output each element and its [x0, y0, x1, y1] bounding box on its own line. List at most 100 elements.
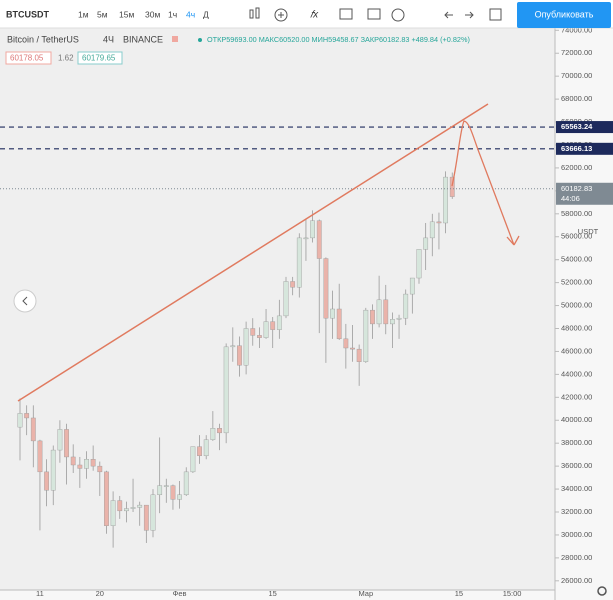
- y-tick-label: 56000.00: [561, 232, 592, 241]
- value: 60179.65: [82, 54, 116, 63]
- plot-background: [0, 28, 555, 590]
- candle-body: [197, 446, 202, 457]
- interval-button[interactable]: 1ч: [168, 9, 177, 19]
- candle-body: [270, 321, 276, 330]
- candle-body: [77, 464, 83, 469]
- icon-replay[interactable]: [391, 8, 405, 22]
- settings-icon[interactable]: [597, 586, 607, 596]
- publish-button[interactable]: [517, 2, 611, 28]
- candle-body: [370, 309, 375, 325]
- icon-alert[interactable]: [367, 8, 381, 20]
- value-box: [77, 51, 123, 65]
- candle-body: [363, 309, 369, 362]
- candle-body: [336, 308, 342, 340]
- candle-body: [90, 459, 96, 467]
- candle-body: [97, 465, 103, 473]
- ohlc-values: ОТКР59693.00 МАКС60520.00 МИН59458.67 ЗА…: [207, 35, 470, 44]
- icon-layout[interactable]: [489, 8, 502, 21]
- value-box: [5, 51, 52, 65]
- interval-button[interactable]: Д: [203, 9, 209, 19]
- candle-body: [170, 485, 176, 500]
- y-tick-label: 48000.00: [561, 323, 592, 332]
- candle-body: [84, 459, 89, 469]
- y-tick-label: 62000.00: [561, 163, 592, 172]
- candle-body: [24, 413, 30, 419]
- candle-body: [70, 456, 76, 466]
- icon-fx[interactable]: 𝑓x: [310, 10, 319, 21]
- chevron: [22, 296, 28, 306]
- x-tick-label: Мар: [358, 589, 373, 598]
- candle-body: [203, 439, 209, 457]
- icon-candles[interactable]: [255, 7, 260, 19]
- y-tick-label: 72000.00: [561, 48, 592, 57]
- candle-body: [210, 428, 216, 440]
- icon-candles[interactable]: [249, 9, 254, 19]
- candle-body: [350, 347, 355, 350]
- candle-body: [429, 221, 435, 239]
- candle-body: [403, 293, 409, 319]
- interval-button[interactable]: 5м: [97, 9, 108, 19]
- icon-redo[interactable]: [465, 11, 474, 19]
- y-tick-label: 44000.00: [561, 369, 592, 378]
- candle-body: [177, 494, 182, 500]
- candle-body: [37, 440, 43, 473]
- instrument-name: Bitcoin / TetherUS: [7, 34, 79, 44]
- candle-body: [50, 449, 56, 491]
- candle-body: [416, 249, 422, 279]
- symbol[interactable]: BTCUSDT: [6, 9, 49, 19]
- candle-body: [283, 281, 289, 317]
- interval-button[interactable]: 4ч: [186, 9, 195, 19]
- interval-button[interactable]: 15м: [119, 9, 134, 19]
- status-dot: [198, 38, 202, 42]
- x-tick-label: 15: [269, 589, 277, 598]
- scroll-back-button[interactable]: [13, 289, 37, 313]
- trend-line: [17, 103, 489, 402]
- y-tick-label: 34000.00: [561, 484, 592, 493]
- value: 60178.05: [10, 54, 44, 63]
- time-axis: [0, 590, 555, 600]
- level-tag: [556, 142, 613, 155]
- instrument-interval: 4Ч: [103, 34, 114, 44]
- candle-body: [250, 328, 256, 336]
- y-tick-label: 26000.00: [561, 576, 592, 585]
- candle-body: [243, 328, 249, 366]
- last-price-tag: [556, 182, 613, 205]
- candle-body: [316, 220, 322, 259]
- candle-body: [143, 504, 149, 531]
- x-tick-label: 15:00: [503, 589, 522, 598]
- candle-body: [323, 258, 329, 319]
- candle-body: [190, 446, 196, 473]
- interval-button[interactable]: 1м: [78, 9, 89, 19]
- icon-indicator[interactable]: [274, 8, 288, 22]
- y-tick-label: 70000.00: [561, 71, 592, 80]
- candle-body: [223, 346, 229, 434]
- candle-body: [237, 345, 242, 366]
- candle-body: [356, 348, 362, 362]
- candle-body: [343, 338, 349, 349]
- candle-body: [30, 417, 36, 442]
- y-tick-label: 42000.00: [561, 392, 592, 401]
- candle-body: [257, 335, 262, 338]
- y-tick-label: 54000.00: [561, 255, 592, 264]
- interval-button[interactable]: 30м: [145, 9, 160, 19]
- icon-undo[interactable]: [444, 11, 453, 19]
- candle-body: [44, 471, 50, 491]
- candle-body: [310, 220, 315, 239]
- candle-body: [230, 345, 236, 348]
- candle-body: [117, 500, 123, 512]
- icon-template[interactable]: [339, 8, 353, 20]
- y-tick-label: 36000.00: [561, 461, 592, 470]
- y-tick-label: 46000.00: [561, 346, 592, 355]
- flag: [172, 36, 178, 42]
- candle-body: [163, 485, 169, 487]
- toolbar-icons: [249, 7, 502, 22]
- publish-label[interactable]: Опубликовать: [535, 9, 594, 19]
- axis-unit: USDT: [578, 227, 599, 236]
- y-tick-label: 50000.00: [561, 301, 592, 310]
- candle-body: [296, 237, 302, 288]
- candle-body: [449, 176, 455, 197]
- candle-body: [157, 485, 163, 496]
- candle-body: [396, 317, 402, 320]
- x-tick-label: 20: [96, 589, 104, 598]
